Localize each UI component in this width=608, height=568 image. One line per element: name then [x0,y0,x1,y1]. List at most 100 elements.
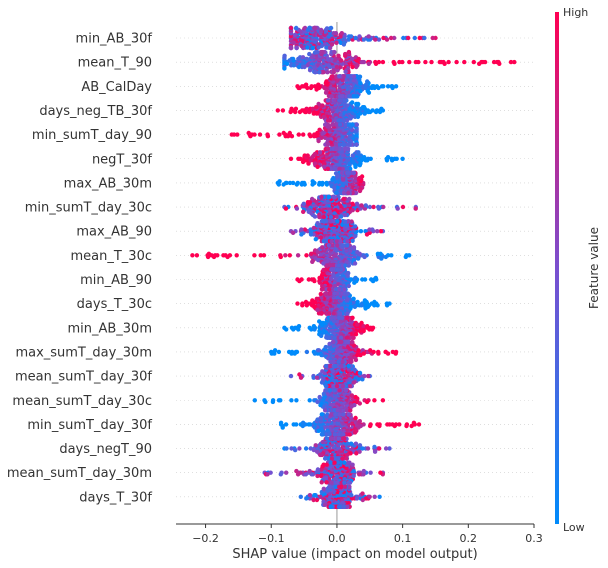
shap-point [354,101,359,107]
shap-point [372,444,377,450]
shap-point [318,452,323,458]
shap-point [400,204,406,210]
shap-point [355,250,360,255]
shap-point [356,377,361,382]
shap-point [336,315,341,320]
shap-point [319,333,324,338]
shap-point [283,253,288,258]
shap-point [291,40,296,45]
shap-point [321,214,326,220]
shap-point [360,377,365,382]
shap-point [333,171,339,176]
shap-point [338,214,344,219]
shap-point [252,398,257,403]
shap-point [310,45,315,51]
shap-point [281,182,286,187]
shap-point [365,324,370,329]
shap-point [352,367,357,372]
shap-point [332,335,337,340]
shap-point [370,278,376,284]
shap-point [329,267,334,272]
shap-point [336,359,341,365]
shap-point [269,351,274,356]
shap-point [321,219,326,224]
shap-point [294,398,299,403]
shap-point [383,349,388,355]
shap-point [327,341,332,347]
shap-point [315,130,320,136]
shap-point [341,190,346,196]
shap-point [289,106,294,112]
shap-point [367,327,372,332]
shap-point [351,296,356,301]
shap-point [390,85,395,91]
shap-point [292,351,297,356]
shap-point [446,59,451,65]
shap-point [194,253,200,258]
shap-point [343,388,348,393]
shap-point [321,330,326,335]
shap-point [265,134,271,139]
shap-point [280,425,285,430]
shap-point [299,43,304,49]
shap-point [320,412,325,417]
shap-point [365,446,371,451]
shap-point [297,446,302,451]
shap-point [358,161,363,166]
shap-point [442,61,447,66]
shap-point [318,402,323,408]
shap-point [291,63,296,68]
shap-point [331,219,336,224]
shap-point [332,291,337,296]
shap-point [364,82,369,87]
shap-point [316,138,321,144]
shap-point [329,480,334,485]
shap-point [348,359,353,365]
shap-point [351,335,356,340]
shap-point [294,182,299,187]
shap-point [392,61,397,66]
shap-point [378,470,383,475]
shap-point [320,103,325,108]
shap-point [375,229,380,234]
shap-point [351,245,357,250]
shap-point [381,84,386,89]
shap-point [325,166,331,171]
shap-point [320,432,325,437]
shap-point [312,214,318,219]
shap-point [353,441,359,446]
shap-point [357,472,362,477]
shap-point [401,35,406,41]
shap-point [347,432,352,437]
shap-point [377,494,382,499]
shap-point [326,194,332,200]
shap-point [385,84,391,89]
shap-point [347,94,352,99]
shap-point [406,35,411,41]
shap-point [306,161,311,166]
shap-point [309,251,314,256]
shap-point [346,363,351,369]
shap-point [343,263,348,268]
shap-point [422,35,427,41]
shap-point [348,116,353,121]
shap-point [326,287,332,292]
shap-point [290,56,296,62]
shap-point [285,61,290,66]
shap-point [311,375,316,380]
shap-point [323,267,328,272]
shap-point [311,111,316,116]
shap-point [301,201,306,206]
shap-point [319,352,324,358]
shap-point [329,94,334,99]
shap-point [295,253,301,258]
shap-point [211,254,217,260]
shap-point [294,25,299,31]
shap-point [364,232,370,237]
shap-point [462,59,467,65]
shap-point [340,359,345,365]
shap-point [282,53,287,58]
shap-point [341,436,347,441]
shap-point [307,68,313,73]
shap-point [497,61,502,66]
